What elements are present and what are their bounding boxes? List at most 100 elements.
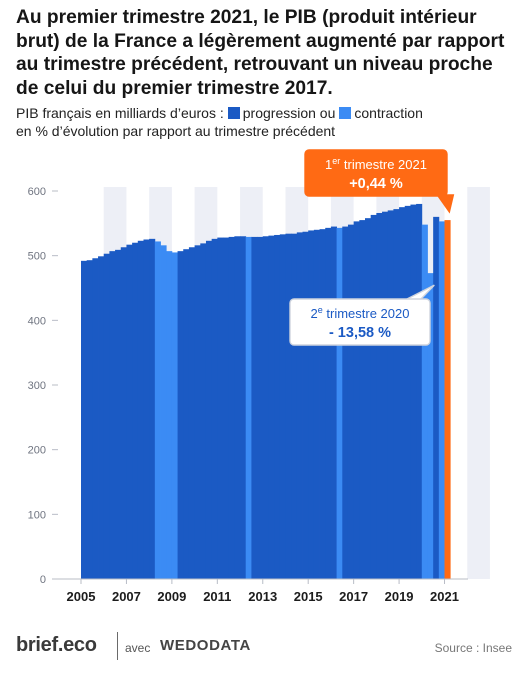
- legend: PIB français en milliards d’euros : progr…: [16, 104, 524, 140]
- callout-q1-2021-fill: [306, 151, 446, 195]
- gdp-bar: [404, 205, 411, 579]
- gdp-bar: [387, 210, 394, 579]
- gdp-bar: [86, 260, 93, 579]
- gdp-bar: [126, 244, 133, 579]
- gdp-chart: 0 100 200 300 400 500 600 2005 2007 2009 2011 2013 2…: [28, 149, 490, 604]
- callout-q2-2020: 2e trimestre 2020 - 13,58 %: [289, 284, 435, 346]
- gdp-bar: [188, 247, 195, 579]
- y-tick-label: 0: [40, 574, 46, 586]
- gdp-bar: [285, 233, 292, 579]
- gdp-bar: [115, 249, 122, 579]
- gdp-bar: [154, 241, 161, 579]
- callout-q1-2021-value: +0,44 %: [349, 176, 403, 192]
- gdp-bar: [120, 247, 127, 579]
- gdp-bar: [223, 237, 230, 579]
- gdp-bar: [399, 207, 406, 579]
- brand-logo: brief.eco: [16, 634, 97, 656]
- gdp-bar: [296, 232, 303, 580]
- gdp-bar: [325, 227, 332, 580]
- x-tick-label: 2021: [430, 589, 459, 604]
- gdp-bar: [171, 252, 178, 579]
- gdp-bar: [245, 236, 252, 579]
- gdp-bar: [268, 235, 275, 579]
- gdp-bar: [319, 229, 326, 580]
- gdp-bar: [240, 236, 247, 579]
- gdp-bar: [262, 236, 269, 579]
- gdp-bar: [291, 233, 298, 579]
- gdp-bar: [109, 251, 116, 579]
- gdp-bar: [393, 209, 400, 579]
- legend-suffix: en % d’évolution par rapport au trimestr…: [16, 123, 336, 139]
- gdp-bar: [200, 243, 207, 579]
- chart-title: Au premier trimestre 2021, le PIB (produ…: [16, 7, 505, 99]
- legend-prefix: PIB français en milliards d’euros :: [16, 105, 224, 121]
- gdp-bar: [205, 240, 213, 579]
- callout-q2-2020-title: 2e trimestre 2020: [311, 305, 410, 321]
- gdp-bar: [177, 251, 184, 579]
- gdp-bar: [342, 226, 349, 580]
- x-tick-label: 2005: [67, 589, 96, 604]
- x-tick-label: 2011: [203, 589, 231, 604]
- x-tick-label: 2019: [385, 589, 414, 604]
- callout-q1-2021: 1er trimestre 2021 +0,44 %: [304, 149, 455, 214]
- legend-swatch-decline: [339, 107, 352, 119]
- gdp-bar: [251, 236, 258, 579]
- callout-q2-2020-value: - 13,58 %: [329, 325, 391, 341]
- gdp-bar: [160, 245, 167, 579]
- gdp-bar: [211, 238, 218, 579]
- legend-growth-label: progression ou: [242, 105, 336, 121]
- y-tick-label: 400: [28, 315, 46, 327]
- x-tick-label: 2013: [248, 589, 277, 604]
- gdp-bar: [228, 236, 235, 579]
- gdp-bar: [438, 221, 445, 580]
- gdp-bar: [274, 234, 281, 579]
- gdp-bar: [279, 234, 286, 579]
- source-note: Source : Insee: [434, 641, 512, 655]
- gdp-bar: [382, 211, 389, 579]
- gdp-bar: [313, 229, 320, 580]
- gdp-bar: [336, 227, 343, 580]
- gdp-bar: [257, 236, 264, 579]
- gdp-bar: [166, 251, 173, 579]
- footer-divider: [117, 632, 118, 660]
- gdp-bar: [433, 216, 440, 579]
- gdp-bar: [365, 218, 372, 579]
- gdp-bar: [353, 221, 360, 580]
- gdp-bar: [183, 249, 190, 579]
- x-tick-label: 2017: [339, 589, 368, 604]
- gdp-bar: [194, 245, 201, 579]
- y-tick-label: 200: [28, 445, 46, 457]
- gdp-bar: [217, 237, 224, 579]
- gdp-bar: [98, 256, 105, 579]
- gdp-bar: [308, 230, 315, 580]
- gdp-bar: [81, 260, 88, 579]
- y-tick-label: 300: [28, 380, 46, 392]
- gdp-bar: [132, 242, 139, 579]
- gdp-bar: [347, 224, 355, 580]
- bars: [81, 203, 451, 580]
- gdp-bar: [427, 273, 434, 579]
- gdp-bar: [421, 224, 428, 580]
- gdp-bar: [330, 226, 337, 580]
- legend-swatch-growth: [227, 107, 240, 119]
- y-tick-label: 100: [28, 509, 46, 521]
- year-band: [467, 187, 490, 579]
- gdp-bar: [234, 236, 241, 579]
- gdp-bar: [137, 240, 144, 579]
- legend-decline-label: contraction: [354, 105, 423, 121]
- gdp-bar: [359, 220, 366, 579]
- gdp-bar: [143, 239, 150, 579]
- callout-q2-2020-fill: [291, 300, 429, 344]
- callout-q1-2021-title: 1er trimestre 2021: [325, 156, 427, 172]
- gdp-bar: [92, 258, 99, 579]
- gdp-bar: [302, 231, 309, 580]
- gdp-bar: [149, 238, 156, 579]
- x-tick-label: 2007: [112, 589, 141, 604]
- gdp-bar: [444, 220, 451, 579]
- x-tick-label: 2015: [294, 589, 323, 604]
- y-tick-label: 500: [28, 251, 46, 263]
- partner-logo: WEDODATA: [160, 637, 251, 654]
- gdp-bar: [410, 204, 417, 579]
- gdp-bar: [370, 214, 377, 579]
- gdp-bar: [376, 212, 383, 579]
